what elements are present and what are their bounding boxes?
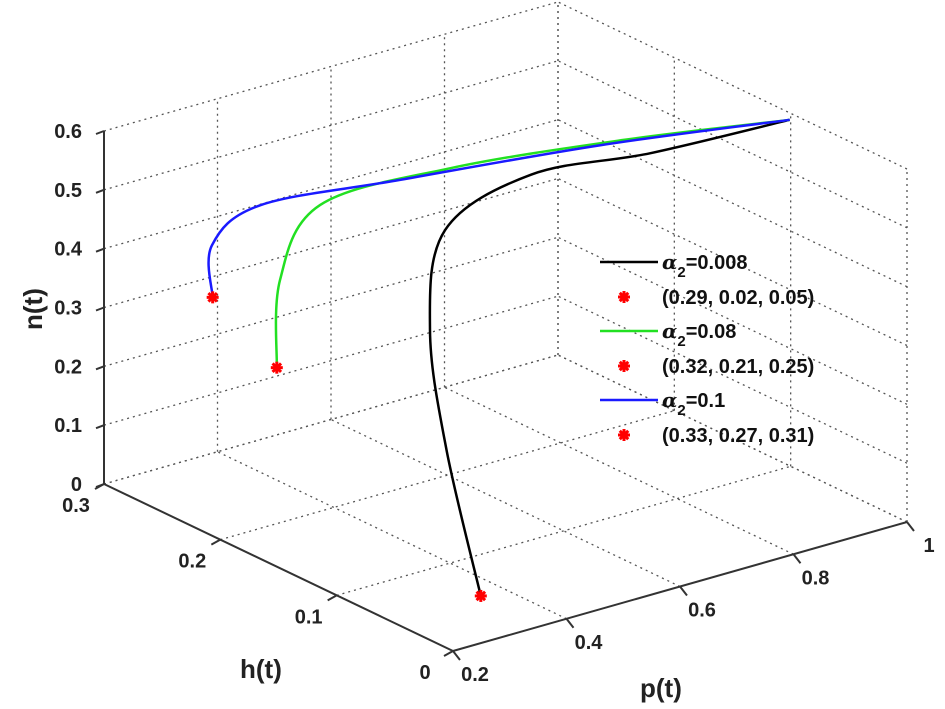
x-tick-label: 0.4 [575,632,604,654]
back-wall-gridline-n [103,354,559,485]
series-line-1 [274,118,790,368]
y-axis-label: h(t) [240,654,282,684]
legend-marker-label: (0.32, 0.21, 0.25) [662,356,814,378]
x-tick-label: 0.8 [802,567,830,589]
floor-gridline-h [220,410,675,541]
legend-marker-label: (0.33, 0.27, 0.31) [662,425,814,447]
legend: α2=0.008 (0.29, 0.02, 0.05) α2=0.08 (0.32, … [600,250,814,447]
start-marker-1 [270,361,283,374]
y-tick-mark [210,538,221,546]
back-wall-gridline-n [103,119,559,250]
side-wall-gridline-n [557,60,908,229]
z-tick-label: 0.4 [54,239,83,261]
axes [94,130,915,661]
x-tick-label: 0.2 [461,664,489,686]
z-tick-mark [95,130,105,135]
z-tick-mark [95,424,105,430]
z-tick-label: 0.3 [54,298,82,320]
y-axis-line [103,483,454,652]
legend-marker-swatch [618,360,630,372]
x-axis-label: p(t) [640,673,682,703]
side-wall-gridline-n [557,354,908,523]
back-wall-gridline-n [103,295,559,426]
floor-gridline-p [330,418,681,588]
z-tick-mark [95,483,105,488]
z-tick-mark [95,365,105,371]
start-marker-0 [474,589,487,602]
side-wall-gridline-n [557,119,908,288]
z-tick-mark [95,188,105,194]
back-wall-gridline-n [103,177,559,309]
legend-line-label: α2=0.008 [662,250,747,281]
x-tick-label: 0.6 [688,600,716,622]
z-axis-label: n(t) [18,288,48,330]
y-tick-label: 0 [419,662,430,684]
side-wall-gridline-n [557,295,908,464]
legend-marker-swatch [618,429,630,441]
series-line-0 [428,118,791,597]
x-tick-mark [679,585,688,597]
floor-gridline-h [336,465,791,596]
y-tick-mark [327,594,338,602]
series-lines [206,118,791,602]
side-wall-gridline-n [557,236,908,405]
floor-gridline-p [444,386,794,555]
z-tick-label: 0.1 [54,415,82,437]
legend-line-label: α2=0.08 [662,319,736,350]
z-tick-mark [95,306,105,312]
grid-lines [103,1,908,652]
z-tick-label: 0.2 [54,356,82,378]
x-tick-mark [565,618,575,629]
y-tick-label: 0.3 [62,495,90,517]
y-tick-label: 0.2 [178,551,206,573]
legend-marker-label: (0.29, 0.02, 0.05) [662,287,814,309]
x-tick-label: 1 [923,535,934,557]
back-wall-gridline-n [103,60,559,191]
x-tick-mark [906,521,915,532]
side-wall-gridline-n [557,177,908,347]
z-tick-label: 0 [71,474,82,496]
z-tick-label: 0.5 [54,180,82,202]
x-tick-mark [452,650,461,661]
legend-marker-swatch [618,291,630,303]
y-tick-label: 0.1 [295,606,323,628]
back-wall-gridline-n [103,1,559,132]
legend-line-label: α2=0.1 [662,388,725,419]
start-marker-2 [206,291,219,304]
x-tick-mark [792,553,802,564]
floor-gridline-p [217,451,567,620]
tick-labels: 0.20.40.60.8100.10.20.300.10.20.30.40.50… [54,121,934,686]
back-wall-gridline-n [103,236,559,367]
side-wall-gridline-n [557,1,908,170]
z-tick-mark [95,247,105,253]
z-tick-label: 0.6 [54,121,82,143]
y-tick-mark [443,650,454,657]
series-line-2 [207,118,790,298]
